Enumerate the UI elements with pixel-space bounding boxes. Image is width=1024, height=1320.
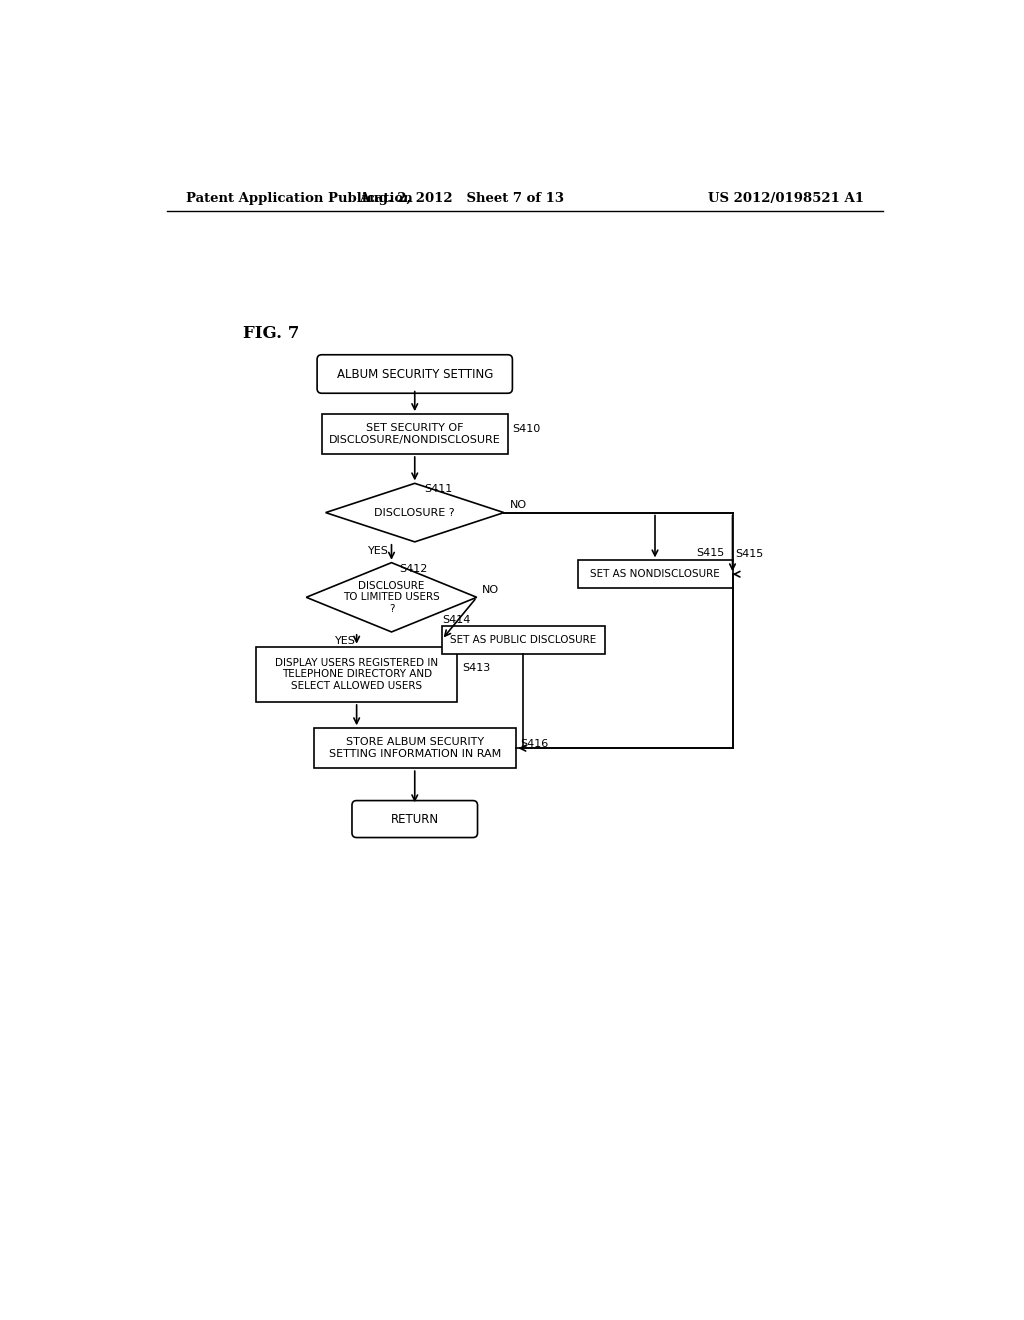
Bar bbox=[578, 560, 732, 589]
Text: Aug. 2, 2012   Sheet 7 of 13: Aug. 2, 2012 Sheet 7 of 13 bbox=[358, 191, 564, 205]
Text: S416: S416 bbox=[520, 739, 549, 748]
FancyBboxPatch shape bbox=[352, 800, 477, 837]
Bar bbox=[314, 729, 515, 768]
Polygon shape bbox=[326, 483, 504, 543]
Polygon shape bbox=[306, 562, 477, 632]
Text: S414: S414 bbox=[442, 615, 470, 624]
Text: DISCLOSURE
TO LIMITED USERS
?: DISCLOSURE TO LIMITED USERS ? bbox=[343, 581, 440, 614]
Text: S410: S410 bbox=[512, 425, 541, 434]
Bar bbox=[256, 647, 458, 702]
Text: NO: NO bbox=[481, 585, 499, 594]
Text: RETURN: RETURN bbox=[391, 813, 439, 825]
Bar bbox=[322, 414, 508, 454]
Text: SET AS PUBLIC DISCLOSURE: SET AS PUBLIC DISCLOSURE bbox=[451, 635, 596, 644]
Text: S415: S415 bbox=[735, 549, 764, 560]
Text: S413: S413 bbox=[462, 663, 490, 673]
FancyBboxPatch shape bbox=[317, 355, 512, 393]
Text: S411: S411 bbox=[424, 484, 453, 495]
Text: FIG. 7: FIG. 7 bbox=[243, 326, 299, 342]
Bar bbox=[442, 626, 604, 653]
Text: US 2012/0198521 A1: US 2012/0198521 A1 bbox=[709, 191, 864, 205]
Text: DISPLAY USERS REGISTERED IN
TELEPHONE DIRECTORY AND
SELECT ALLOWED USERS: DISPLAY USERS REGISTERED IN TELEPHONE DI… bbox=[275, 657, 438, 690]
Text: SET AS NONDISCLOSURE: SET AS NONDISCLOSURE bbox=[590, 569, 720, 579]
Text: Patent Application Publication: Patent Application Publication bbox=[186, 191, 413, 205]
Text: DISCLOSURE ?: DISCLOSURE ? bbox=[375, 508, 455, 517]
Text: YES: YES bbox=[335, 636, 355, 647]
Text: S412: S412 bbox=[399, 564, 428, 574]
Text: STORE ALBUM SECURITY
SETTING INFORMATION IN RAM: STORE ALBUM SECURITY SETTING INFORMATION… bbox=[329, 738, 501, 759]
Text: ALBUM SECURITY SETTING: ALBUM SECURITY SETTING bbox=[337, 367, 493, 380]
Text: YES: YES bbox=[369, 546, 389, 556]
Text: NO: NO bbox=[510, 500, 527, 510]
Text: SET SECURITY OF
DISCLOSURE/NONDISCLOSURE: SET SECURITY OF DISCLOSURE/NONDISCLOSURE bbox=[329, 424, 501, 445]
Text: S415: S415 bbox=[696, 548, 725, 557]
